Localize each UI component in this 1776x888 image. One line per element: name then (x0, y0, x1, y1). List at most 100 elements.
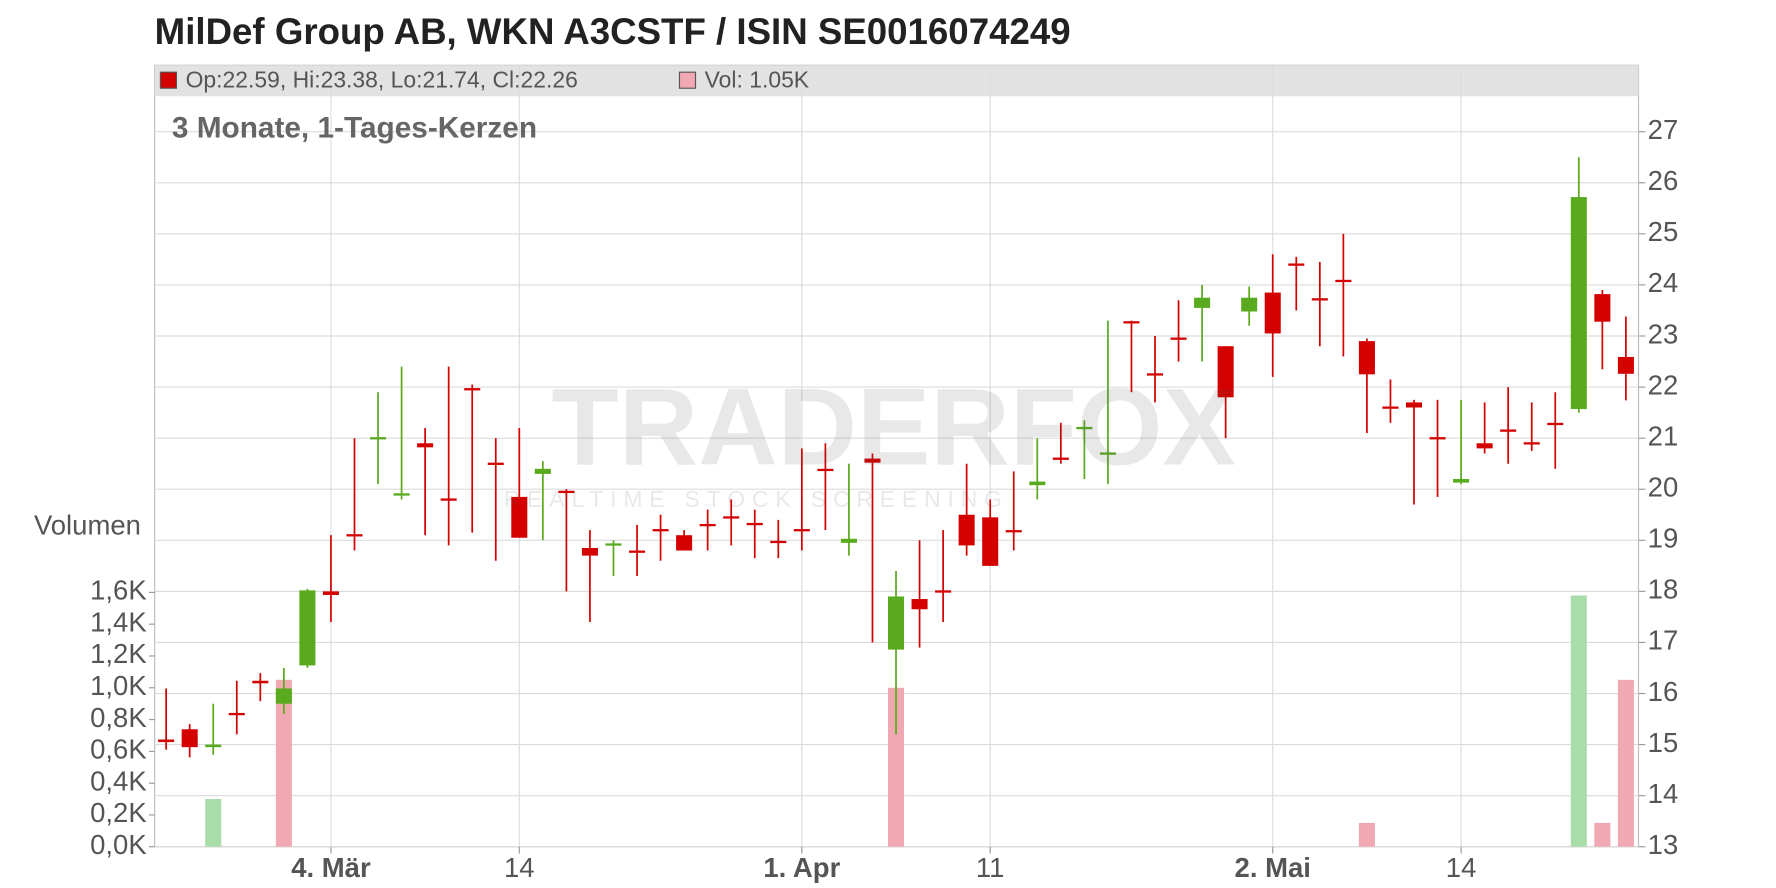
volume-tick-label: 0,6K (90, 734, 147, 765)
volume-tick-label: 1,2K (90, 638, 147, 669)
candle-body (1123, 321, 1140, 324)
candle-body (558, 490, 575, 494)
chart-subtitle: 3 Monate, 1-Tages-Kerzen (172, 111, 537, 144)
candle-body (1217, 346, 1234, 398)
y-tick-label: 27 (1648, 114, 1679, 145)
candle-body (1005, 530, 1022, 533)
candle-body (652, 529, 669, 532)
volume-bar (275, 679, 292, 847)
candle-body (1523, 442, 1540, 445)
candle-body (629, 550, 646, 553)
candle-body (817, 468, 834, 472)
candle-body (1194, 297, 1211, 308)
candle-body (699, 523, 716, 527)
x-tick-label: 11 (976, 852, 1005, 883)
candle-body (1029, 481, 1046, 486)
volume-tick-label: 1,0K (90, 670, 147, 701)
legend: Op:22.59, Hi:23.38, Lo:21.74, Cl:22.26 Vo… (159, 66, 810, 92)
candle-body (252, 680, 269, 684)
watermark: TRADERFOX REALTIME STOCK SCREENING (504, 365, 1236, 511)
candle-body (1288, 263, 1305, 266)
y-tick-label: 24 (1648, 267, 1679, 298)
candle-body (1170, 337, 1187, 340)
candle-body (1146, 373, 1164, 376)
watermark-text: TRADERFOX (552, 365, 1236, 488)
y-tick-label: 23 (1648, 318, 1679, 349)
legend-text: Vol: 1.05K (705, 66, 810, 92)
candle-body (1476, 443, 1493, 449)
x-tick-label: 2. Mai (1235, 852, 1311, 883)
candle-body (1241, 297, 1258, 312)
candle-body (393, 493, 410, 496)
candle-body (1264, 292, 1281, 334)
candle-body (723, 516, 740, 519)
candle-body (982, 517, 999, 566)
volume-tick-label: 1,4K (90, 606, 147, 637)
candle-body (158, 739, 175, 743)
candle-body (1099, 452, 1116, 455)
candle-body (181, 729, 198, 748)
candle-body (864, 458, 881, 463)
candle-body (840, 538, 857, 543)
volume-tick-label: 1,6K (90, 575, 147, 606)
volume-bar (1617, 679, 1634, 847)
candle-body (1453, 479, 1470, 483)
legend-swatch (678, 71, 697, 89)
candle-body (770, 540, 787, 544)
candle-body (605, 543, 622, 546)
legend-text: Op:22.59, Hi:23.38, Lo:21.74, Cl:22.26 (186, 66, 578, 92)
candle-body (275, 688, 292, 704)
y-tick-label: 17 (1648, 625, 1679, 656)
candle-body (1500, 429, 1517, 432)
candle-body (935, 590, 952, 593)
volume-bar (1594, 822, 1611, 847)
y-tick-label: 26 (1648, 165, 1679, 196)
volume-bar (1358, 822, 1375, 847)
y-tick-label: 15 (1648, 727, 1679, 758)
candle-body (1076, 426, 1093, 430)
candle-body (511, 496, 528, 538)
candle-body (1311, 298, 1328, 301)
volume-bar (1570, 595, 1587, 847)
volume-bar (888, 687, 905, 847)
x-tick-label: 1. Apr (763, 852, 840, 883)
x-tick-label: 4. Mär (291, 852, 371, 883)
candle-body (746, 522, 763, 526)
candle-body (322, 591, 339, 595)
candle-body (417, 443, 434, 448)
candle-body (1617, 356, 1634, 374)
candle-body (299, 590, 316, 666)
candle-body (958, 514, 975, 546)
candle-body (464, 388, 481, 391)
candle-body (228, 712, 245, 716)
x-tick-label: 14 (504, 852, 535, 883)
volume-tick-label: 0,0K (90, 829, 147, 860)
candle-body (1052, 457, 1069, 460)
y-tick-label: 20 (1648, 471, 1679, 502)
volume-tick-label: 0,2K (90, 797, 147, 828)
candle-body (1547, 422, 1564, 426)
volume-tick-label: 0,4K (90, 765, 147, 796)
candle-body (487, 462, 504, 465)
y-tick-label: 13 (1648, 829, 1679, 860)
candle-body (1570, 197, 1587, 410)
candle-body (676, 535, 693, 551)
candle-body (888, 596, 905, 650)
y-tick-label: 21 (1648, 420, 1679, 451)
candle-body (534, 468, 551, 474)
candle-body (793, 529, 810, 532)
y-tick-label: 25 (1648, 216, 1679, 247)
x-tick-label: 14 (1446, 852, 1477, 883)
candle-body (1594, 294, 1611, 322)
candle-body (911, 599, 928, 610)
chart-title: MilDef Group AB, WKN A3CSTF / ISIN SE001… (155, 11, 1071, 52)
y-tick-label: 18 (1648, 574, 1679, 605)
candle-body (1429, 437, 1446, 440)
y-tick-label: 14 (1648, 778, 1679, 809)
volume-tick-label: 0,8K (90, 702, 147, 733)
watermark-subtext: REALTIME STOCK SCREENING (504, 486, 1009, 512)
candle-body (205, 744, 222, 748)
candle-body (370, 437, 387, 440)
candle-body (581, 547, 598, 556)
